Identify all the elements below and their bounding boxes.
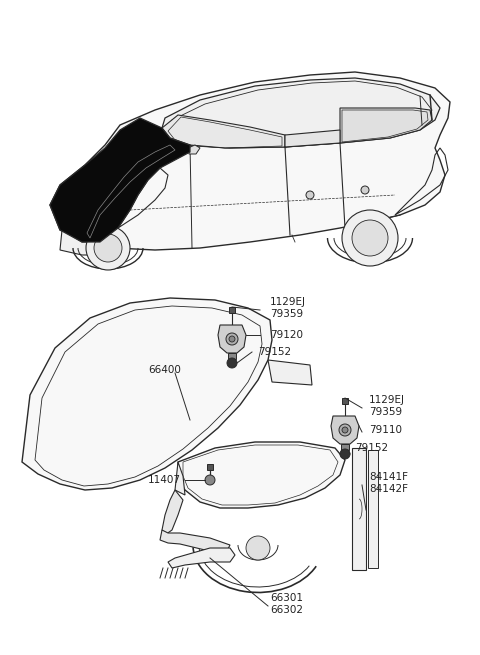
Circle shape	[361, 186, 369, 194]
Circle shape	[342, 210, 398, 266]
Text: 1129EJ
79359: 1129EJ 79359	[369, 395, 405, 417]
Circle shape	[229, 336, 235, 342]
Polygon shape	[50, 72, 450, 250]
Text: 11407: 11407	[148, 475, 181, 485]
Circle shape	[226, 333, 238, 345]
Circle shape	[339, 424, 351, 436]
Circle shape	[227, 358, 237, 368]
Polygon shape	[50, 118, 190, 242]
Text: 84141F
84142F: 84141F 84142F	[369, 472, 408, 494]
Circle shape	[205, 475, 215, 485]
Text: 79110: 79110	[369, 425, 402, 435]
Polygon shape	[285, 130, 340, 147]
Polygon shape	[331, 416, 359, 444]
Polygon shape	[268, 360, 312, 385]
Polygon shape	[342, 398, 348, 404]
Polygon shape	[228, 353, 236, 359]
Text: 66400: 66400	[148, 365, 181, 375]
Polygon shape	[168, 548, 235, 568]
Polygon shape	[175, 462, 185, 495]
Circle shape	[342, 427, 348, 433]
Polygon shape	[162, 115, 285, 148]
Polygon shape	[162, 78, 440, 148]
Polygon shape	[352, 448, 366, 570]
Text: 79152: 79152	[355, 443, 388, 453]
Circle shape	[306, 191, 314, 199]
Polygon shape	[229, 307, 235, 313]
Polygon shape	[160, 530, 230, 555]
Text: 66301
66302: 66301 66302	[270, 593, 303, 615]
Circle shape	[246, 536, 270, 560]
Text: 79120: 79120	[270, 330, 303, 340]
Polygon shape	[162, 490, 183, 535]
Polygon shape	[178, 442, 345, 508]
Ellipse shape	[79, 246, 101, 254]
Polygon shape	[218, 325, 246, 353]
Polygon shape	[22, 298, 272, 490]
Text: 79152: 79152	[258, 347, 291, 357]
Polygon shape	[60, 230, 118, 255]
Circle shape	[86, 226, 130, 270]
Polygon shape	[341, 444, 349, 450]
Circle shape	[352, 220, 388, 256]
Polygon shape	[340, 108, 432, 143]
Polygon shape	[368, 450, 378, 568]
Polygon shape	[188, 145, 200, 154]
Polygon shape	[207, 464, 213, 470]
Text: 1129EJ
79359: 1129EJ 79359	[270, 297, 306, 319]
Circle shape	[340, 449, 350, 459]
Circle shape	[94, 234, 122, 262]
